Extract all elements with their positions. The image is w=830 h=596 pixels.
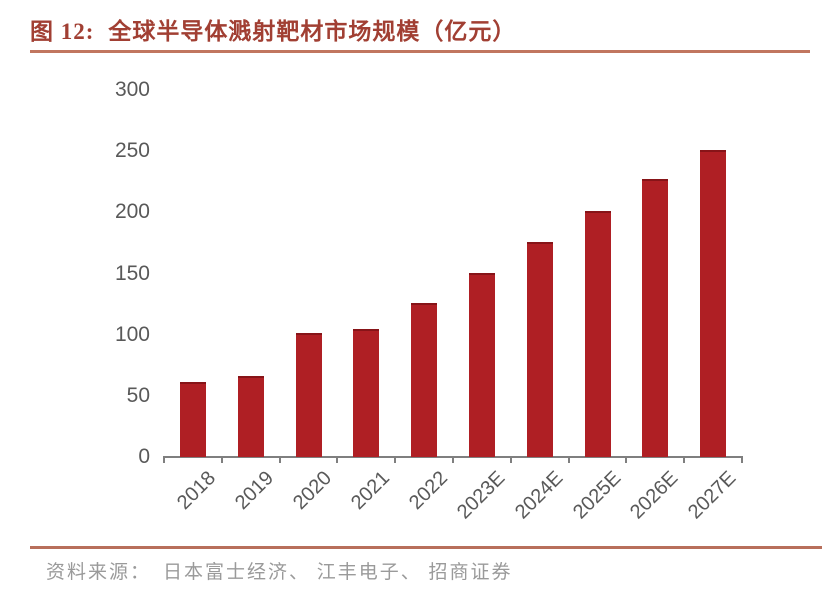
bar-2026E [642, 179, 668, 457]
y-tick-label: 250 [114, 139, 150, 163]
figure-number: 图 12: [30, 19, 95, 44]
bar-2022 [411, 303, 437, 457]
x-tick-label: 2020 [289, 467, 337, 515]
y-tick-label: 0 [138, 445, 150, 468]
x-axis-tick [220, 457, 223, 463]
x-axis-tick [278, 457, 281, 463]
y-tick-label: 200 [114, 200, 150, 224]
footer-rule [30, 546, 822, 549]
x-tick-label: 2026E [626, 467, 683, 524]
bar-2024E [527, 242, 553, 457]
x-axis-tick [452, 457, 454, 463]
title-underline [30, 50, 810, 53]
figure-title-row: 图 12: 全球半导体溅射靶材市场规模（亿元） [30, 12, 516, 46]
x-tick-label: 2022 [404, 467, 452, 515]
y-tick-label: 300 [114, 78, 150, 101]
x-tick-label: 2021 [346, 467, 394, 515]
x-axis-tick [509, 457, 512, 463]
x-axis-tick [163, 457, 165, 463]
y-tick-label: 150 [114, 261, 150, 285]
bar-2018 [180, 382, 206, 457]
x-tick-label: 2019 [231, 467, 279, 515]
bar-2021 [353, 329, 379, 457]
y-tick-label: 100 [114, 322, 150, 346]
x-axis-tick [741, 457, 743, 463]
x-axis-tick [394, 457, 397, 463]
x-tick-label: 2023E [453, 467, 510, 524]
x-tick-label: 2018 [173, 467, 221, 515]
x-axis-tick [567, 457, 570, 463]
x-tick-label: 2024E [510, 467, 568, 524]
x-axis-tick [683, 457, 686, 463]
bar-2020 [296, 333, 322, 457]
bar-2025E [585, 211, 611, 457]
x-tick-label: 2025E [568, 467, 626, 524]
x-axis-tick [625, 457, 628, 463]
x-tick-label: 2027E [684, 467, 741, 524]
source-label: 资料来源： [46, 562, 152, 583]
x-axis-tick [336, 457, 339, 463]
source-text: 日本富士经济、 江丰电子、 招商证券 [163, 562, 513, 583]
bar-2019 [238, 376, 264, 457]
figure-title: 全球半导体溅射靶材市场规模（亿元） [108, 19, 517, 44]
bar-2027E [700, 150, 726, 457]
source-row: 资料来源： 日本富士经济、 江丰电子、 招商证券 [46, 557, 513, 584]
y-tick-label: 50 [126, 383, 150, 407]
bar-2023E [469, 273, 495, 457]
